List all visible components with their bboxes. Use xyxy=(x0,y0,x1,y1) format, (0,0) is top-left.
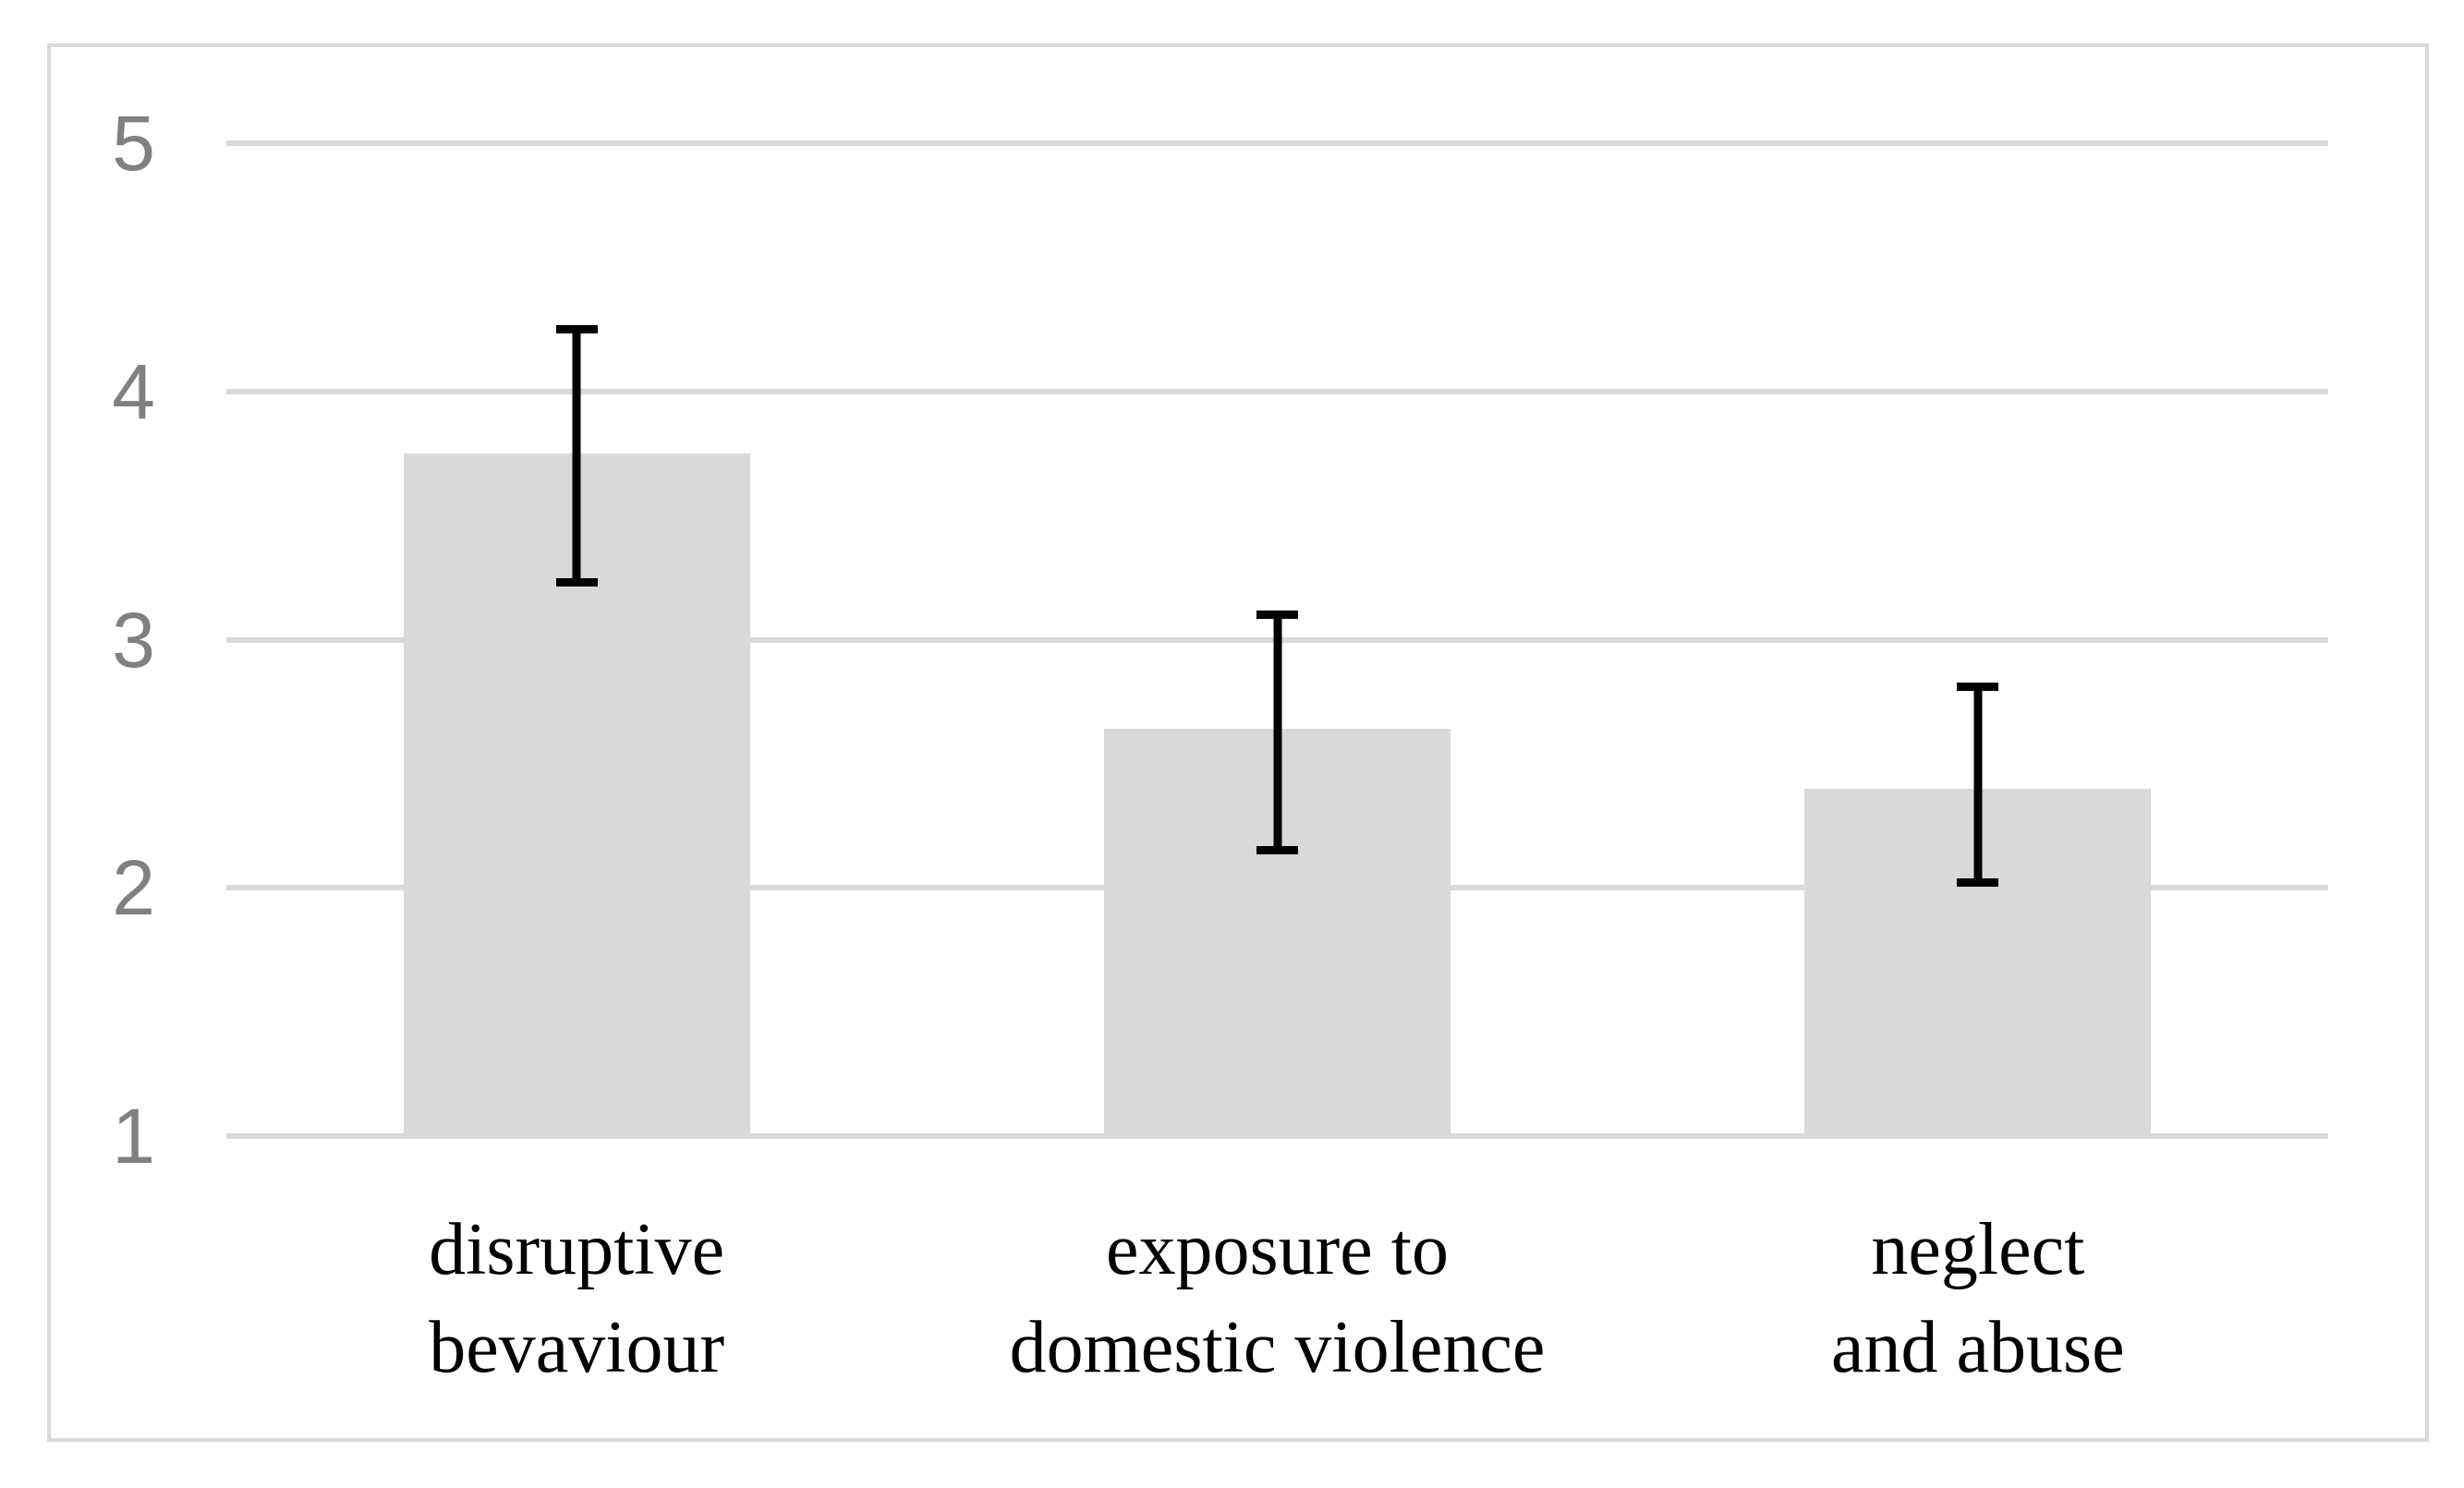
y-axis-tick-label: 5 xyxy=(112,100,155,187)
category-label: disruptive bevaviour xyxy=(226,1201,927,1397)
error-bar-line xyxy=(572,325,581,587)
category-label-line: exposure to xyxy=(1105,1209,1449,1290)
chart-border-frame xyxy=(47,43,2429,1442)
gridline xyxy=(226,140,2328,146)
error-bar xyxy=(1256,611,1298,855)
error-bar-cap xyxy=(1256,846,1298,855)
error-bar-cap xyxy=(1256,611,1298,620)
gridline xyxy=(226,1133,2328,1139)
error-bar-line xyxy=(1973,683,1983,888)
category-label-line: neglect xyxy=(1871,1209,2085,1290)
category-label-line: domestic violence xyxy=(1009,1307,1546,1388)
category-label-line: disruptive xyxy=(429,1209,725,1290)
error-bar-cap xyxy=(1957,878,1999,888)
category-label: neglect and abuse xyxy=(1628,1201,2328,1397)
y-axis-tick-label: 2 xyxy=(112,844,155,932)
error-bar xyxy=(1957,683,1999,888)
category-label: exposure to domestic violence xyxy=(927,1201,1627,1397)
error-bar-cap xyxy=(555,325,598,334)
y-axis-tick-label: 3 xyxy=(112,596,155,684)
y-axis-tick-label: 4 xyxy=(112,347,155,435)
category-label-line: bevaviour xyxy=(429,1307,725,1388)
error-bar-line xyxy=(1273,611,1281,855)
category-label-line: and abuse xyxy=(1830,1307,2125,1388)
error-bar-cap xyxy=(1957,683,1999,692)
y-axis-tick-label: 1 xyxy=(112,1093,155,1180)
error-bar-cap xyxy=(555,578,598,587)
error-bar xyxy=(555,325,598,587)
gridline xyxy=(226,388,2328,394)
